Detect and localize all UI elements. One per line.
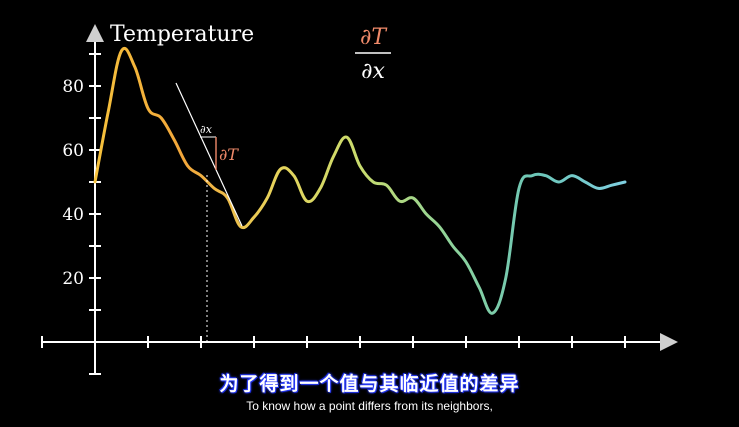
subtitle-chinese: 为了得到一个值与其临近值的差异 xyxy=(219,373,520,395)
dx-label: ∂x xyxy=(200,123,213,136)
y-axis-arrow-icon xyxy=(86,24,104,42)
temperature-curve xyxy=(93,46,627,315)
y-tick-labels: 20 40 60 80 xyxy=(62,77,84,289)
y-axis-label: Temperature xyxy=(110,22,254,47)
formula-denominator: ∂x xyxy=(361,59,385,84)
formula-numerator: ∂T xyxy=(360,25,388,50)
y-tick-label: 20 xyxy=(62,269,84,289)
tangent-line xyxy=(175,82,243,227)
axes: 20 40 60 80 xyxy=(41,24,678,375)
x-ticks xyxy=(41,336,626,348)
partial-derivative-formula: ∂T ∂x xyxy=(355,25,391,84)
x-axis-arrow-icon xyxy=(660,333,678,351)
y-tick-label: 40 xyxy=(62,205,84,225)
y-ticks xyxy=(89,53,101,375)
dT-label: ∂T xyxy=(219,145,239,164)
subtitle-english: To know how a point differs from its nei… xyxy=(246,399,493,413)
y-tick-label: 60 xyxy=(62,141,84,161)
y-tick-label: 80 xyxy=(62,77,84,97)
derivative-annotation: ∂x ∂T xyxy=(175,82,243,342)
